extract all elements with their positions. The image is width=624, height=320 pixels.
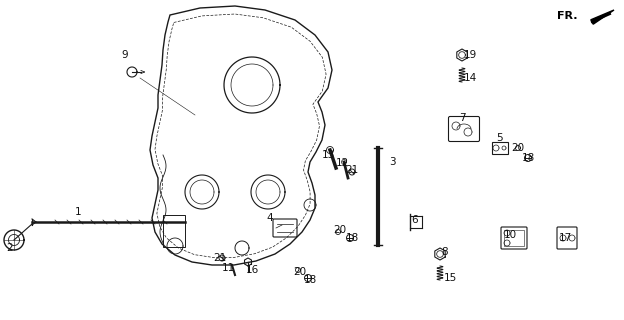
- Text: 16: 16: [245, 265, 258, 275]
- Text: 5: 5: [497, 133, 504, 143]
- Text: 20: 20: [512, 143, 525, 153]
- Bar: [504, 230, 524, 246]
- Polygon shape: [591, 10, 614, 24]
- Text: 9: 9: [122, 50, 129, 60]
- Text: 19: 19: [464, 50, 477, 60]
- Text: 6: 6: [412, 215, 418, 225]
- Text: 3: 3: [389, 157, 396, 167]
- Text: 11: 11: [222, 263, 235, 273]
- Text: 18: 18: [345, 233, 359, 243]
- Bar: [163, 215, 185, 247]
- Text: 21: 21: [345, 165, 359, 175]
- Text: 7: 7: [459, 113, 466, 123]
- Text: 2: 2: [7, 243, 13, 253]
- Text: 20: 20: [293, 267, 306, 277]
- Text: 17: 17: [558, 233, 572, 243]
- Text: FR.: FR.: [557, 11, 578, 21]
- Text: 8: 8: [442, 247, 448, 257]
- Text: 15: 15: [444, 273, 457, 283]
- Text: 1: 1: [75, 207, 81, 217]
- Text: 21: 21: [213, 253, 227, 263]
- Text: 13: 13: [321, 150, 334, 160]
- Bar: [492, 142, 508, 154]
- Text: 18: 18: [522, 153, 535, 163]
- Text: 14: 14: [464, 73, 477, 83]
- Text: 4: 4: [266, 213, 273, 223]
- Text: 18: 18: [303, 275, 316, 285]
- Text: 10: 10: [504, 230, 517, 240]
- Text: 12: 12: [335, 158, 349, 168]
- Text: 20: 20: [333, 225, 346, 235]
